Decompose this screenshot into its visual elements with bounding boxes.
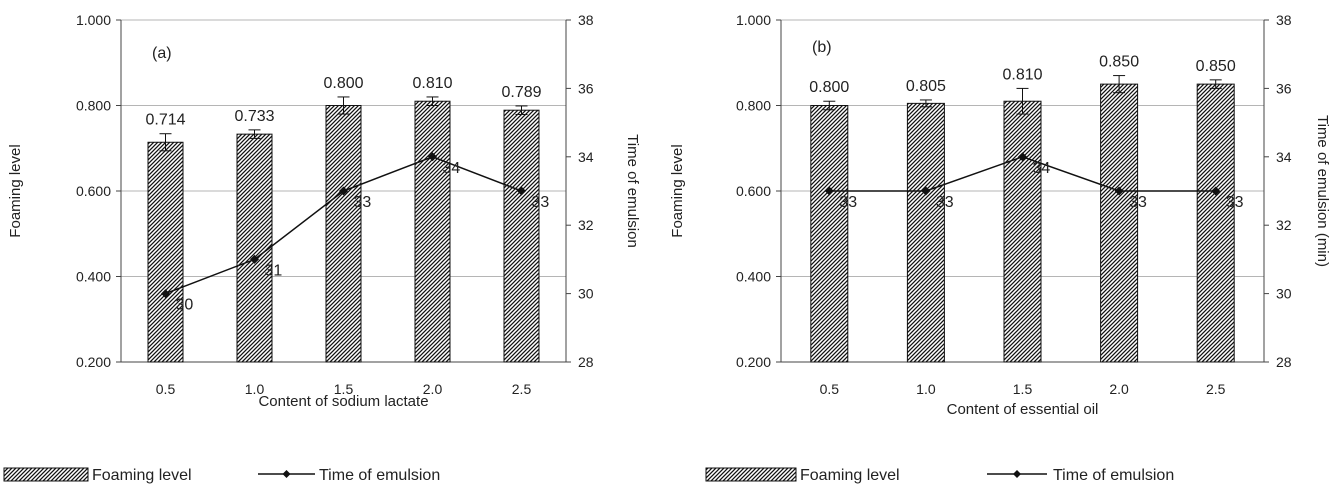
y-tick-label: 0.600 (736, 183, 771, 199)
y2-tick-label: 32 (1276, 217, 1292, 233)
legend-label-emulsion: Time of emulsion (319, 467, 440, 484)
panel-label: (a) (152, 45, 172, 62)
legend-label-foaming: Foaming level (92, 467, 192, 484)
bar-value-label: 0.810 (412, 75, 452, 92)
y2-tick-label: 34 (1276, 149, 1292, 165)
y2-tick-label: 36 (578, 80, 594, 96)
emulsion-value-label: 33 (532, 194, 550, 211)
y2-tick-label: 38 (578, 12, 594, 28)
bar-value-label: 0.789 (501, 84, 541, 101)
emulsion-value-label: 31 (265, 262, 283, 279)
y-tick-label: 0.600 (76, 183, 111, 199)
bar (810, 105, 849, 363)
legend-label-emulsion: Time of emulsion (1053, 467, 1174, 484)
x-tick-label: 1.5 (1013, 381, 1033, 397)
legend-label-foaming: Foaming level (800, 467, 900, 484)
y2-axis-title: Time of emulsion (min) (1314, 115, 1331, 267)
x-tick-label: 2.0 (423, 381, 443, 397)
x-tick-label: 0.5 (156, 381, 176, 397)
bar (1003, 100, 1042, 363)
bar (236, 133, 273, 363)
x-tick-label: 2.5 (512, 381, 532, 397)
y-axis-title: Foaming level (7, 144, 24, 237)
x-tick-label: 2.5 (1206, 381, 1226, 397)
y-tick-label: 1.000 (76, 12, 111, 28)
y-tick-label: 1.000 (736, 12, 771, 28)
legend-a: Foaming level Time of emulsion (3, 467, 440, 484)
emulsion-value-label: 33 (354, 194, 372, 211)
bar-value-label: 0.810 (1002, 66, 1042, 83)
emulsion-value-label: 33 (936, 194, 954, 211)
y2-tick-label: 32 (578, 217, 594, 233)
bar-value-label: 0.850 (1196, 58, 1236, 75)
y-tick-label: 0.800 (76, 98, 111, 114)
bar-value-label: 0.733 (234, 108, 274, 125)
y2-tick-label: 38 (1276, 12, 1292, 28)
emulsion-value-label: 34 (1033, 160, 1051, 177)
y-tick-label: 0.400 (76, 269, 111, 285)
emulsion-point (1018, 152, 1027, 162)
legend-swatch-foaming (3, 467, 89, 482)
emulsion-point (921, 186, 931, 196)
bar (1196, 83, 1235, 363)
x-tick-label: 0.5 (820, 381, 840, 397)
emulsion-value-label: 33 (1129, 194, 1147, 211)
legend-marker-emulsion (1013, 470, 1021, 478)
emulsion-point (517, 186, 526, 196)
emulsion-point (161, 289, 170, 299)
bar (147, 141, 184, 363)
y2-axis-title: Time of emulsion (624, 134, 641, 248)
x-axis-title: Content of sodium lactate (258, 393, 428, 410)
bar-value-label: 0.805 (906, 78, 946, 95)
emulsion-value-label: 34 (443, 160, 461, 177)
x-tick-label: 1.0 (245, 381, 265, 397)
bar (906, 102, 945, 363)
y2-tick-label: 28 (1276, 354, 1292, 370)
chart-panel-a: 0.200 0.400 0.600 0.800 1.000 28 30 32 34 36 38 0.7… (7, 12, 641, 410)
panel-label: (b) (812, 39, 832, 56)
legend-swatch-foaming (705, 467, 797, 482)
x-axis-title: Content of essential oil (947, 401, 1099, 418)
emulsion-value-label: 30 (176, 297, 194, 314)
emulsion-value-label: 33 (839, 194, 857, 211)
chart-panel-b: 0.200 0.400 0.600 0.800 1.000 28 30 32 34 36 38 0.8… (669, 12, 1331, 418)
emulsion-point (339, 186, 348, 196)
y-tick-label: 0.200 (76, 354, 111, 370)
bar-value-label: 0.800 (809, 79, 849, 96)
x-tick-label: 1.5 (334, 381, 354, 397)
emulsion-point (1114, 186, 1124, 196)
bar (325, 105, 362, 363)
y-axis-title: Foaming level (669, 144, 686, 237)
bar (414, 100, 451, 363)
emulsion-point (1211, 186, 1221, 196)
bar-value-label: 0.714 (145, 112, 185, 129)
legend-b: Foaming level Time of emulsion (705, 467, 1174, 484)
emulsion-point (250, 254, 259, 264)
y-tick-label: 0.200 (736, 354, 771, 370)
y2-tick-label: 30 (578, 286, 594, 302)
emulsion-value-label: 33 (1226, 194, 1244, 211)
y2-tick-label: 34 (578, 149, 594, 165)
bar-value-label: 0.800 (323, 75, 363, 92)
bar (1100, 83, 1139, 363)
x-tick-label: 2.0 (1109, 381, 1129, 397)
emulsion-point (428, 152, 437, 162)
legend-marker-emulsion (282, 470, 291, 478)
y2-tick-label: 36 (1276, 80, 1292, 96)
y2-tick-label: 30 (1276, 286, 1292, 302)
emulsion-point (824, 186, 834, 196)
x-tick-label: 1.0 (916, 381, 936, 397)
bar-value-label: 0.850 (1099, 54, 1139, 71)
y-tick-label: 0.800 (736, 98, 771, 114)
bar (503, 109, 540, 363)
y2-tick-label: 28 (578, 354, 594, 370)
y-tick-label: 0.400 (736, 269, 771, 285)
